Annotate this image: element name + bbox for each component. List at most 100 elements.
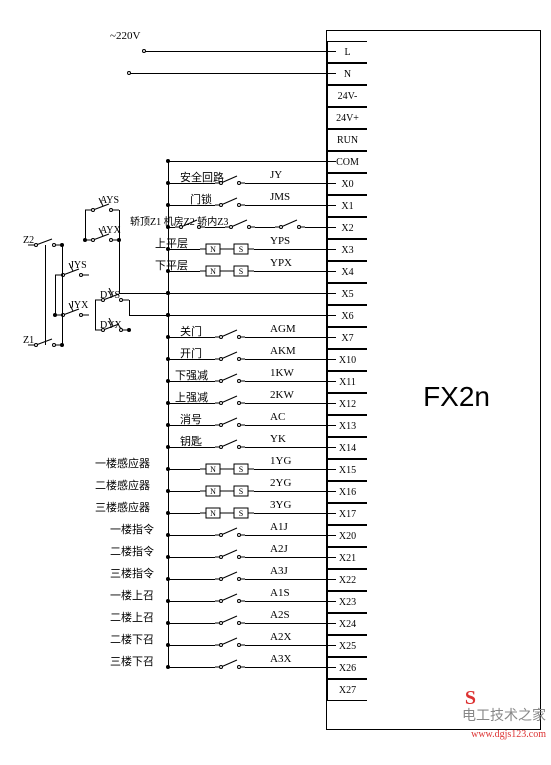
terminal-x17: X17 [327, 503, 367, 525]
label: A2X [270, 631, 291, 643]
label: A1J [270, 521, 288, 533]
wire [168, 469, 200, 470]
label: YPS [270, 235, 290, 247]
switch-icon [225, 217, 255, 231]
terminal-x22: X22 [327, 569, 367, 591]
wire-com [168, 161, 336, 162]
wire [245, 667, 336, 668]
label: 安全回路 [180, 169, 224, 185]
plc-model-label: FX2n [423, 381, 490, 413]
label: Z2 [23, 235, 34, 246]
wire-l [145, 51, 336, 52]
sensor-icon: NS [200, 263, 254, 279]
svg-text:S: S [239, 509, 243, 518]
wire [168, 579, 215, 580]
switch-icon [215, 195, 245, 209]
wire [168, 293, 336, 294]
label: DYX [100, 320, 122, 331]
label: AC [270, 411, 285, 423]
wire [168, 491, 200, 492]
wire [168, 535, 215, 536]
wire [254, 271, 336, 272]
wire [245, 447, 336, 448]
label: 二楼下召 [110, 631, 154, 647]
label: 轿顶Z1 机房Z2 轿内Z3 [130, 213, 228, 228]
label: AKM [270, 345, 296, 357]
label: 关门 [180, 323, 202, 339]
junction-dot [117, 238, 121, 242]
switch-icon [215, 371, 245, 385]
terminal-x0: X0 [327, 173, 367, 195]
svg-text:N: N [210, 267, 216, 276]
wire [245, 601, 336, 602]
watermark-url: www.dgjs123.com [471, 729, 546, 740]
power-n-endpoint [127, 71, 131, 75]
label: 门锁 [190, 191, 212, 207]
label: 下平层 [155, 257, 188, 273]
sensor-icon: NS [200, 505, 254, 521]
wire [119, 293, 168, 294]
wire [245, 205, 336, 206]
label: JYS [70, 260, 87, 271]
terminal-x26: X26 [327, 657, 367, 679]
wire [254, 491, 336, 492]
watermark-text: 电工技术之家 [462, 705, 546, 725]
wire [95, 300, 96, 330]
wire [119, 210, 120, 293]
terminal-x23: X23 [327, 591, 367, 613]
power-voltage-label: ~220V [110, 30, 140, 42]
terminal-x15: X15 [327, 459, 367, 481]
terminal-run: RUN [327, 129, 367, 151]
junction-dot [83, 238, 87, 242]
terminal-x6: X6 [327, 305, 367, 327]
terminal-x20: X20 [327, 525, 367, 547]
switch-icon [215, 415, 245, 429]
label: 下强减 [175, 367, 208, 383]
terminal-x11: X11 [327, 371, 367, 393]
label: 开门 [180, 345, 202, 361]
switch-icon [215, 525, 245, 539]
switch-icon [215, 437, 245, 451]
label: 三楼下召 [110, 653, 154, 669]
label: 二楼指令 [110, 543, 154, 559]
svg-text:S: S [239, 465, 243, 474]
terminal-x12: X12 [327, 393, 367, 415]
sensor-icon: NS [200, 483, 254, 499]
label: 一楼感应器 [95, 455, 150, 471]
terminal-x14: X14 [327, 437, 367, 459]
terminal-x13: X13 [327, 415, 367, 437]
terminal-x2: X2 [327, 217, 367, 239]
terminal-x27: X27 [327, 679, 367, 701]
svg-text:N: N [210, 465, 216, 474]
terminal-24v-: 24V- [327, 85, 367, 107]
label: 消号 [180, 411, 202, 427]
label: AYX [100, 225, 121, 236]
sensor-icon: NS [200, 461, 254, 477]
switch-icon [215, 569, 245, 583]
wire [45, 245, 46, 345]
wire [245, 623, 336, 624]
wire [245, 183, 336, 184]
terminal-x25: X25 [327, 635, 367, 657]
wire [255, 227, 275, 228]
terminal-x24: X24 [327, 613, 367, 635]
terminal-24v+: 24V+ [327, 107, 367, 129]
label: 2KW [270, 389, 294, 401]
switch-icon [215, 393, 245, 407]
svg-text:N: N [210, 245, 216, 254]
wire [254, 513, 336, 514]
label: JYX [70, 300, 88, 311]
label: 一楼上召 [110, 587, 154, 603]
label: DYS [100, 290, 120, 301]
label: 三楼感应器 [95, 499, 150, 515]
wire-n [130, 73, 336, 74]
wire [245, 337, 336, 338]
label: Z1 [23, 335, 34, 346]
switch-icon [215, 635, 245, 649]
junction-dot [127, 328, 131, 332]
terminal-x4: X4 [327, 261, 367, 283]
label: 2YG [270, 477, 291, 489]
terminal-x16: X16 [327, 481, 367, 503]
wire [245, 645, 336, 646]
label: A3X [270, 653, 291, 665]
